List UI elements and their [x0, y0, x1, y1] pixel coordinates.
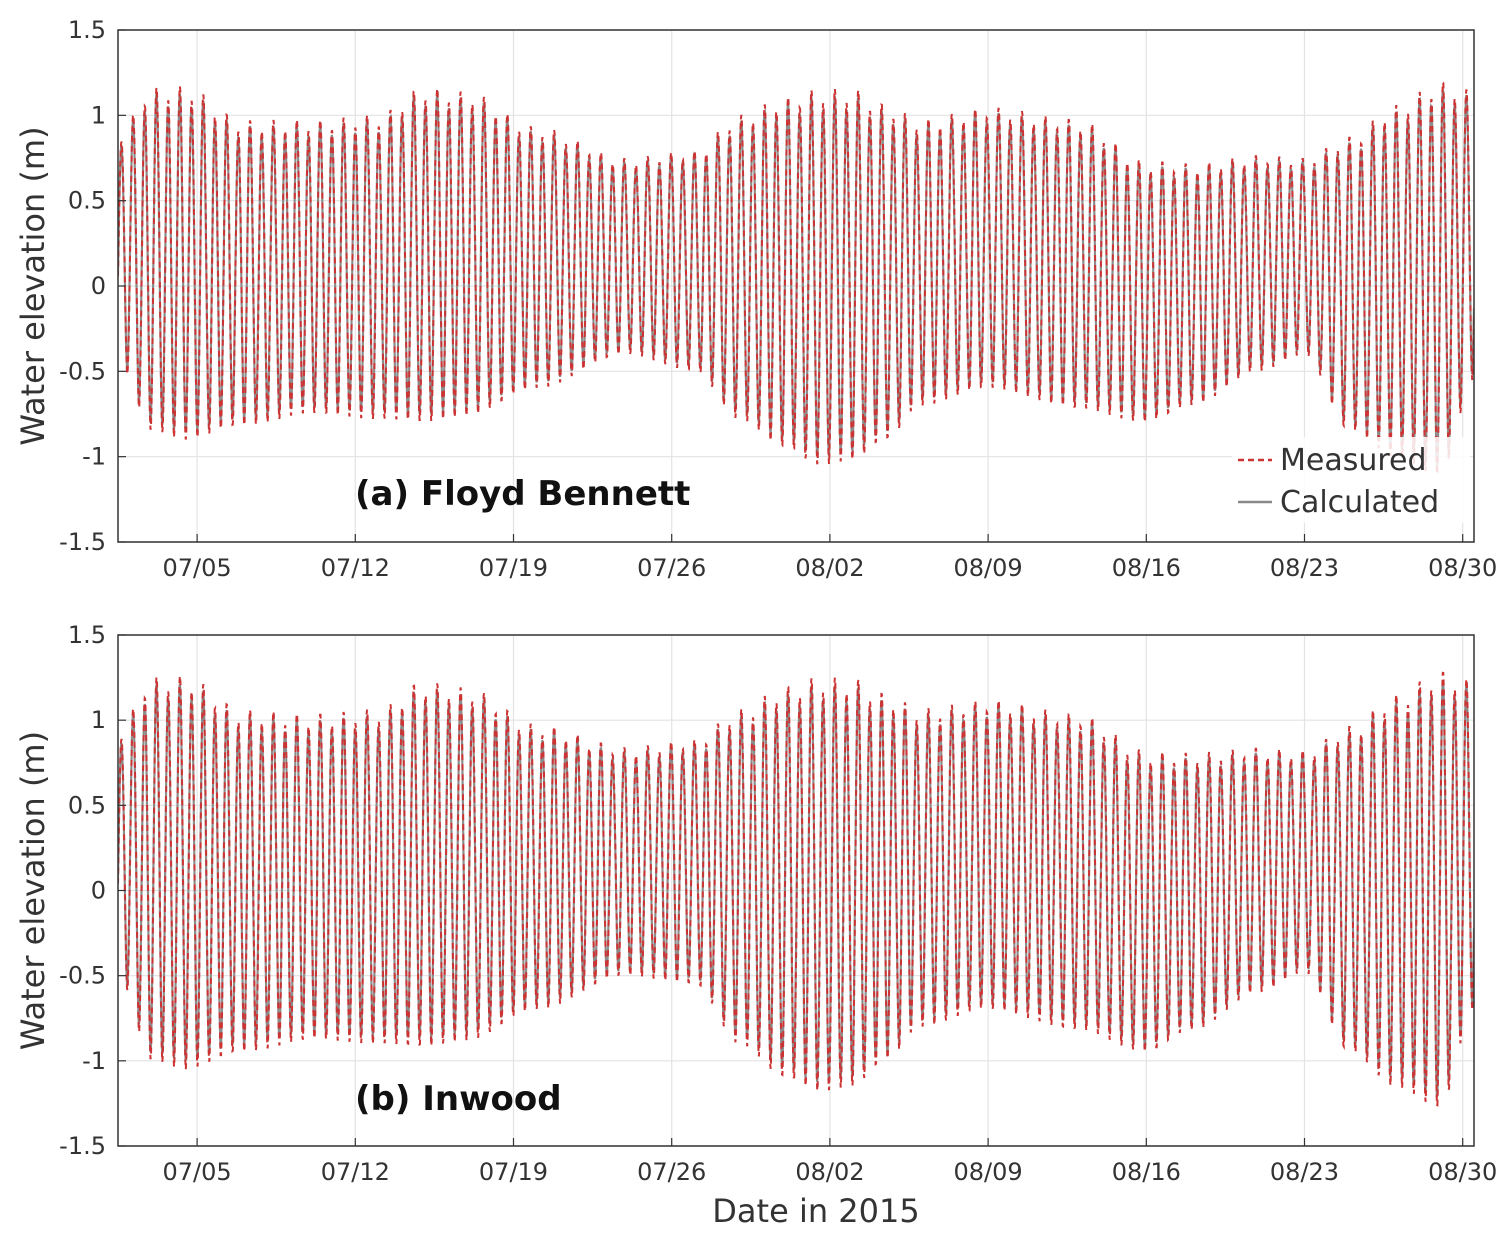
- x-tick-label: 08/30: [1428, 1158, 1497, 1186]
- y-tick-label: 1.5: [68, 16, 106, 44]
- x-tick-label: 08/23: [1270, 1158, 1339, 1186]
- legend-label-calculated: Calculated: [1280, 485, 1439, 520]
- y-tick-label: 0: [91, 272, 106, 300]
- x-tick-label: 08/16: [1112, 554, 1181, 582]
- series-measured-line: [118, 81, 1474, 476]
- x-tick-label: 08/02: [795, 1158, 864, 1186]
- x-tick-label: 08/30: [1428, 554, 1497, 582]
- y-tick-label: 1: [91, 706, 106, 734]
- panel-inwood: 07/05 07/12 07/19 07/26 08/02 08/09 08/16 08/23…: [14, 621, 1497, 1230]
- y-tick-label: 0: [91, 877, 106, 905]
- x-axis-label: Date in 2015: [712, 1192, 919, 1230]
- x-tick-label: 08/23: [1270, 554, 1339, 582]
- x-tick-label: 07/19: [479, 1158, 548, 1186]
- y-tick-label: 1: [91, 101, 106, 129]
- x-tick-label: 07/26: [637, 1158, 706, 1186]
- y-tick-label: -1.5: [59, 1132, 106, 1160]
- x-tick-label: 07/19: [479, 554, 548, 582]
- y-tick-label: -1: [82, 1047, 106, 1075]
- x-tick-label: 08/02: [795, 554, 864, 582]
- x-tick-label: 08/09: [954, 554, 1023, 582]
- legend: Measured Calculated: [1232, 437, 1470, 523]
- y-tick-label: 0.5: [68, 187, 106, 215]
- y-tick-label: -1: [82, 443, 106, 471]
- x-tick-label: 07/12: [321, 1158, 390, 1186]
- legend-label-measured: Measured: [1280, 443, 1427, 478]
- x-tick-label: 07/12: [321, 554, 390, 582]
- y-tick-label: 1.5: [68, 621, 106, 649]
- y-tick-label: -0.5: [59, 357, 106, 385]
- series-group: [118, 81, 1474, 476]
- x-tick-label: 08/16: [1112, 1158, 1181, 1186]
- series-group: [118, 671, 1474, 1107]
- x-tick-label: 07/05: [163, 554, 232, 582]
- x-tick-label: 07/05: [163, 1158, 232, 1186]
- series-measured-line: [118, 671, 1474, 1107]
- panel-label: (a) Floyd Bennett: [355, 474, 690, 514]
- x-tick-label: 08/09: [954, 1158, 1023, 1186]
- y-tick-label: -0.5: [59, 962, 106, 990]
- panel-floyd-bennett: 07/05 07/12 07/19 07/26 08/02 08/09 08/16 08/23…: [14, 16, 1497, 582]
- y-axis-label: Water elevation (m): [14, 126, 52, 445]
- y-tick-label: -1.5: [59, 528, 106, 556]
- x-tick-label: 07/26: [637, 554, 706, 582]
- legend-box: [1232, 437, 1470, 523]
- y-axis-label: Water elevation (m): [14, 731, 52, 1050]
- panel-label: (b) Inwood: [355, 1079, 562, 1119]
- y-tick-label: 0.5: [68, 791, 106, 819]
